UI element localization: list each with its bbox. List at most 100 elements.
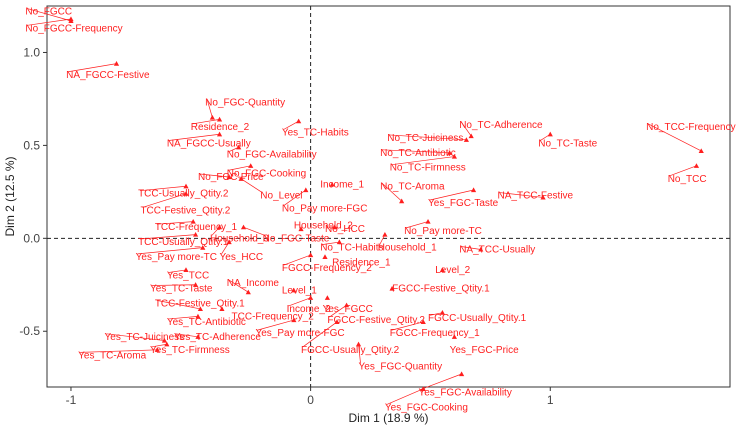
point-marker <box>336 239 342 245</box>
point-marker <box>322 254 328 259</box>
label-connector <box>283 189 307 206</box>
point-label: No_FGC-Cooking <box>227 168 306 179</box>
label-connector <box>382 149 450 154</box>
point-marker <box>240 224 247 230</box>
x-axis-title: Dim 1 (18.9 %) <box>348 411 428 425</box>
point-label: No_TCC-Frequency <box>646 122 735 133</box>
y-axis-title: Dim 2 (12.5 %) <box>3 156 17 236</box>
label-connector <box>140 234 196 240</box>
point-label: Level_1 <box>282 285 317 296</box>
point-marker <box>192 232 199 237</box>
point-label: Yes_TC-Habits <box>282 127 349 138</box>
label-connector <box>228 146 239 153</box>
point-marker <box>248 163 254 168</box>
point-label: No_TCC <box>668 174 707 185</box>
point-marker <box>458 371 465 377</box>
point-marker <box>425 218 431 224</box>
y-tick-label: 0.0 <box>23 231 40 245</box>
label-connector <box>647 123 702 152</box>
label-connector <box>669 165 697 177</box>
point-marker <box>183 267 189 272</box>
point-label: TCC-Festive_Qtity.2 <box>140 205 230 216</box>
label-connector <box>329 304 347 318</box>
plot-border <box>46 5 731 388</box>
point-label: FGCC-Frequency_1 <box>390 328 480 339</box>
point-label: Yes_TC-Juiciness <box>105 332 185 343</box>
point-label: FGCC-Usually_Qtity.1 <box>428 313 527 324</box>
point-label: Household_2 <box>294 220 353 231</box>
label-connector <box>460 121 472 137</box>
y-tick-label: 0.5 <box>23 138 40 152</box>
x-tick-label: 1 <box>547 393 554 407</box>
point-label: NA_TCC-Festive <box>498 191 574 202</box>
label-connector <box>358 344 361 364</box>
point-label: No_Pay more-TC <box>404 226 482 237</box>
x-tick-label: 0 <box>307 393 314 407</box>
point-label: No_Pay more-FGC <box>282 204 368 215</box>
point-label: Yes_FGCC <box>323 304 373 315</box>
point-marker <box>439 267 446 272</box>
label-connector <box>283 254 311 266</box>
point-label: Yes_TC-Adherence <box>174 332 261 343</box>
point-label: No_TC-Habits <box>320 243 383 254</box>
point-label: TCC-Frequency_2 <box>232 311 315 322</box>
label-connector <box>386 388 424 405</box>
point-label: No_FGC-Availability <box>227 150 317 161</box>
point-label: Residence_1 <box>332 257 391 268</box>
label-connector <box>156 300 201 310</box>
point-marker <box>183 183 189 189</box>
point-marker <box>68 16 74 22</box>
label-connector <box>140 185 187 192</box>
point-marker <box>291 287 297 293</box>
point-marker <box>219 306 225 312</box>
point-label: NA_TCC-Usually <box>459 244 535 255</box>
label-connector <box>322 241 340 245</box>
label-connector <box>137 247 203 255</box>
label-connector <box>27 8 72 22</box>
label-connector <box>80 349 158 353</box>
label-connector <box>391 321 424 331</box>
point-label: FGCC-Festive_Qtity.2 <box>327 315 425 326</box>
point-label: FGCC-Frequency_2 <box>282 263 372 274</box>
label-connector <box>381 183 402 202</box>
label-connector <box>221 241 230 255</box>
point-label: Yes_Pay more-TC <box>136 252 217 263</box>
point-marker <box>382 232 388 237</box>
point-marker <box>451 153 458 159</box>
point-marker <box>308 295 314 300</box>
point-marker <box>200 245 206 250</box>
point-marker <box>192 282 199 287</box>
point-marker <box>291 317 297 323</box>
point-marker <box>113 61 120 66</box>
label-connector <box>405 221 429 229</box>
point-marker <box>154 347 160 352</box>
point-label: No_TC-Antibiotic <box>380 148 456 159</box>
y-tick-label: 1.0 <box>23 45 40 59</box>
point-label: FGCC-Festive_Qtity.1 <box>392 283 490 294</box>
label-connector <box>199 173 230 178</box>
point-label: Yes_FGC-Taste <box>428 198 499 209</box>
point-marker <box>439 310 446 315</box>
point-marker <box>226 239 232 245</box>
label-connector <box>257 319 294 331</box>
y-tick-label: -0.5 <box>19 324 40 338</box>
label-connector <box>243 226 265 236</box>
point-marker <box>324 295 330 300</box>
point-label: No_FGCC <box>25 7 72 18</box>
point-label: No_TC-Firmness <box>390 163 466 174</box>
label-connector <box>192 119 220 125</box>
label-connector <box>68 63 117 73</box>
point-label: Yes_FGC-Availability <box>418 388 511 399</box>
point-label: No_TC-Juiciness <box>387 133 463 144</box>
point-label: Yes_TC-Antibiotic <box>167 317 246 328</box>
label-connector <box>240 178 263 193</box>
label-connector <box>391 156 455 166</box>
point-label: TCC-Festive_Qtity.1 <box>155 298 245 309</box>
point-label: Yes_FGC-Quantity <box>359 362 443 373</box>
point-label: Residence_2 <box>191 122 250 133</box>
label-connector <box>168 269 187 273</box>
label-connector <box>142 193 187 208</box>
point-marker <box>308 252 314 258</box>
point-marker <box>470 187 477 193</box>
